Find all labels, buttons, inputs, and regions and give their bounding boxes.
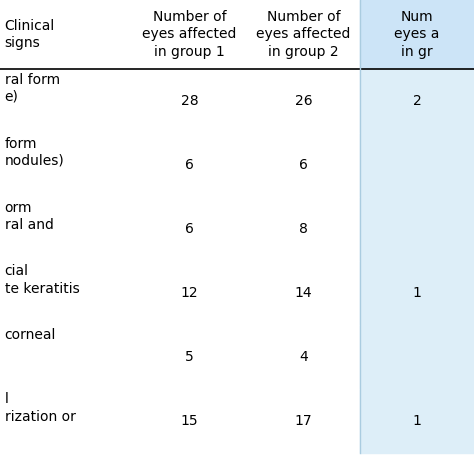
- Text: Number of
eyes affected
in group 1: Number of eyes affected in group 1: [142, 10, 237, 59]
- Text: l
rization or: l rization or: [5, 392, 76, 424]
- Text: 26: 26: [294, 94, 312, 108]
- Text: ral form
e): ral form e): [5, 73, 60, 104]
- Text: Num
eyes a
in gr: Num eyes a in gr: [394, 10, 440, 59]
- Text: 12: 12: [181, 286, 199, 300]
- Text: 17: 17: [294, 414, 312, 428]
- Text: cial
te keratitis: cial te keratitis: [5, 264, 80, 296]
- Text: 6: 6: [185, 222, 194, 236]
- Text: 6: 6: [299, 158, 308, 172]
- Text: Clinical
signs: Clinical signs: [5, 18, 55, 50]
- Text: 1: 1: [413, 286, 421, 300]
- Text: orm
ral and: orm ral and: [5, 201, 54, 232]
- Text: 8: 8: [299, 222, 308, 236]
- Text: 2: 2: [413, 94, 421, 108]
- Text: 15: 15: [181, 414, 199, 428]
- Text: corneal: corneal: [5, 328, 56, 343]
- Text: form
nodules): form nodules): [5, 137, 64, 168]
- Text: 6: 6: [185, 158, 194, 172]
- Text: 1: 1: [413, 414, 421, 428]
- Text: Number of
eyes affected
in group 2: Number of eyes affected in group 2: [256, 10, 351, 59]
- Text: 14: 14: [294, 286, 312, 300]
- Text: 4: 4: [299, 350, 308, 364]
- Text: 28: 28: [181, 94, 199, 108]
- Text: 5: 5: [185, 350, 194, 364]
